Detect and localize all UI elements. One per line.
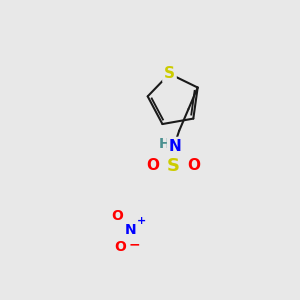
Text: S: S	[164, 66, 175, 81]
Text: O: O	[146, 158, 159, 173]
Text: O: O	[112, 209, 124, 223]
Text: −: −	[128, 238, 140, 252]
Text: O: O	[187, 158, 200, 173]
Text: +: +	[136, 216, 146, 226]
Text: H: H	[159, 137, 171, 151]
Text: N: N	[124, 223, 136, 237]
Text: S: S	[167, 157, 179, 175]
Text: O: O	[114, 240, 126, 254]
Text: N: N	[169, 139, 182, 154]
